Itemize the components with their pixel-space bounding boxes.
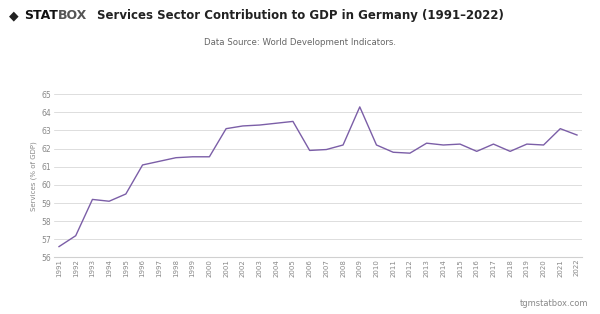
Text: STAT: STAT [24,9,58,22]
Text: BOX: BOX [58,9,88,22]
Text: tgmstatbox.com: tgmstatbox.com [520,299,588,308]
Text: Data Source: World Development Indicators.: Data Source: World Development Indicator… [204,38,396,47]
Text: Services Sector Contribution to GDP in Germany (1991–2022): Services Sector Contribution to GDP in G… [97,9,503,22]
Y-axis label: Services (% of GDP): Services (% of GDP) [31,141,37,211]
Text: ◆: ◆ [9,9,19,22]
